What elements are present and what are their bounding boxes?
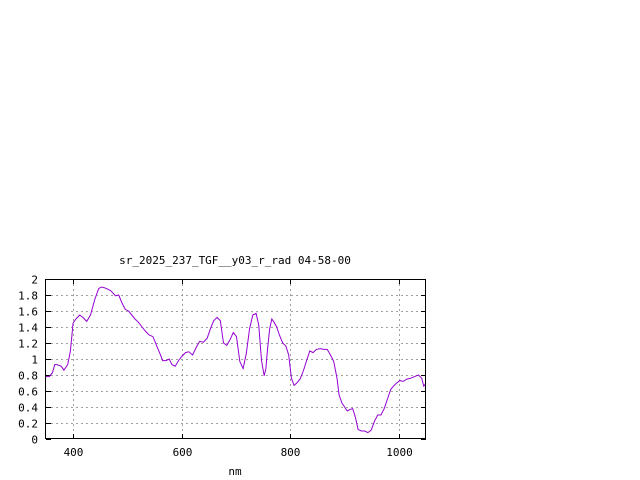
y-tick-label: 1.4	[18, 322, 38, 335]
y-tick-label: 0	[31, 434, 38, 447]
x-tick-label: 1000	[386, 446, 413, 459]
x-tick-label: 600	[173, 446, 193, 459]
tick-labels: 0 0.2 0.4 0.6 0.8 1 1.2 1.4 1.6 1.8 2 400 600 800 1000	[18, 274, 413, 460]
y-tick-label: 1	[31, 354, 38, 367]
plot-frame	[45, 279, 426, 439]
y-tick-label: 0.4	[18, 402, 38, 415]
x-tick-label: 400	[64, 446, 84, 459]
grid	[46, 279, 426, 439]
series-layer	[46, 286, 427, 434]
chart-title: sr_2025_237_TGF__y03_r_rad 04-58-00	[119, 254, 351, 267]
y-tick-label: 1.2	[18, 338, 38, 351]
y-tick-label: 0.8	[18, 370, 38, 383]
y-tick-label: 1.8	[18, 290, 38, 303]
x-tick-label: 800	[281, 446, 301, 459]
y-tick-label: 1.6	[18, 306, 38, 319]
x-axis-label: nm	[228, 465, 242, 478]
y-tick-label: 0.6	[18, 386, 38, 399]
series-line	[46, 286, 427, 434]
y-tick-label: 2	[31, 274, 38, 287]
y-tick-label: 0.2	[18, 418, 38, 431]
